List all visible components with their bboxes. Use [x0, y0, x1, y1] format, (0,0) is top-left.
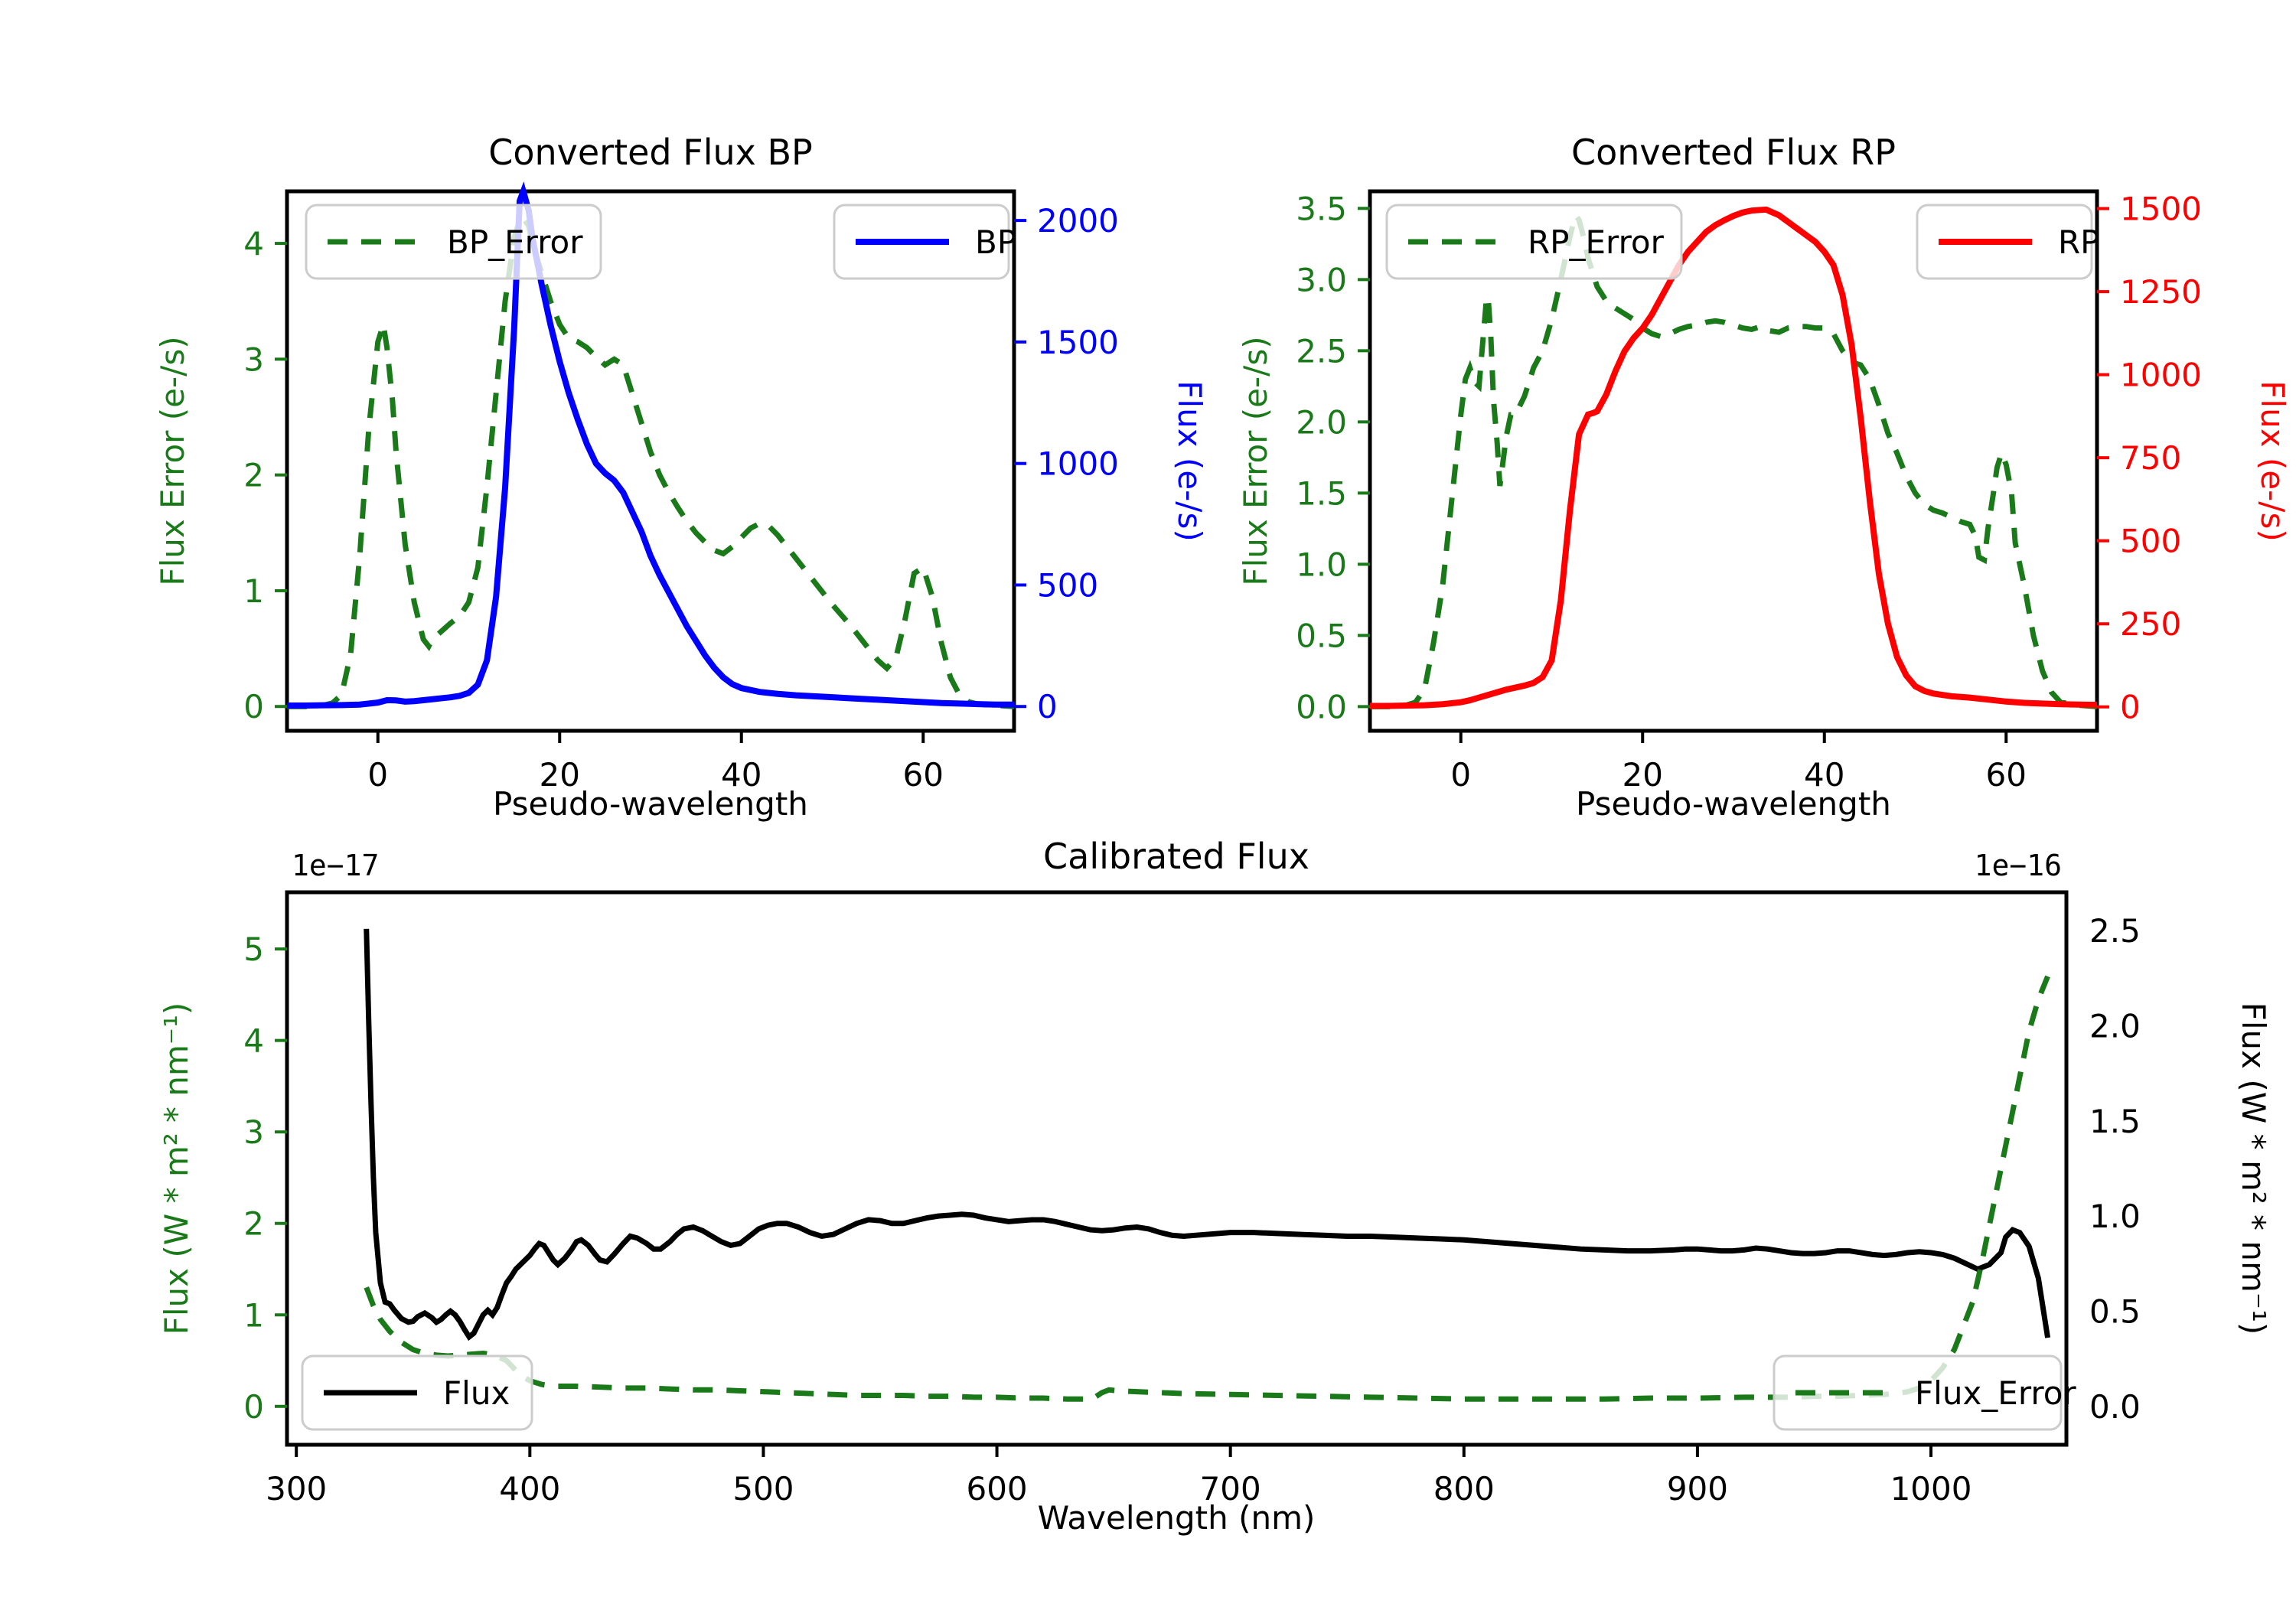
x-tick-label: 300	[266, 1470, 327, 1508]
legend-bp-error[interactable]: BP_Error	[305, 204, 602, 280]
offset-text-left: 1e−17	[292, 849, 379, 882]
y-tick-label-right: 0	[1037, 688, 1058, 725]
panel-title: Converted Flux BP	[488, 132, 813, 173]
series-bp_error	[287, 214, 1015, 709]
y-tick-label-right: 1000	[1037, 445, 1119, 483]
legend-label: RP_Error	[1528, 223, 1665, 261]
x-tick-label: 60	[1986, 756, 2027, 794]
legend-rp[interactable]: RP	[1916, 204, 2100, 280]
y-tick-label-left: 2.0	[1296, 403, 1347, 441]
y-axis-label-left: Flux Error (e-/s)	[154, 336, 191, 585]
legend-label: Flux_Error	[1915, 1374, 2076, 1412]
legend-rp-error[interactable]: RP_Error	[1385, 204, 1683, 280]
axes-frame	[285, 890, 2069, 1447]
x-tick-label: 400	[499, 1470, 560, 1508]
y-tick-label-left: 3	[243, 1113, 264, 1151]
y-tick-label-right: 2.5	[2089, 912, 2141, 950]
y-tick-label-left: 5	[243, 931, 264, 968]
y-tick-label-left: 0.5	[1296, 617, 1347, 654]
x-axis-label: Wavelength (nm)	[1038, 1499, 1316, 1537]
x-tick-label: 1000	[1890, 1470, 1972, 1508]
y-tick-label-right: 500	[1037, 566, 1098, 604]
series-bp	[287, 181, 1014, 709]
panel-title: Calibrated Flux	[1043, 836, 1309, 877]
y-tick-label-right: 500	[2120, 523, 2181, 560]
x-tick-label: 600	[966, 1470, 1027, 1508]
y-tick-label-left: 2.5	[1296, 332, 1347, 370]
y-tick-label-left: 0.0	[1296, 688, 1347, 725]
y-tick-label-right: 250	[2120, 605, 2181, 643]
y-tick-label-left: 1.0	[1296, 546, 1347, 583]
y-tick-label-right: 750	[2120, 439, 2181, 477]
y-tick-label-left: 1	[243, 1296, 264, 1334]
legend-label: RP	[2058, 223, 2100, 261]
legend-box	[1773, 1354, 2063, 1431]
series-rp_error	[1370, 210, 2098, 709]
panel-converted-flux-rp: Converted Flux RP 0 20 40 60 0.0 0.5 1.0 1.5 2.0 2…	[1237, 132, 2291, 823]
y-tick-label-left: 2	[243, 457, 264, 494]
y-tick-label-right: 1000	[2120, 357, 2202, 394]
y-tick-label-left: 3	[243, 341, 264, 378]
panel-title: Converted Flux RP	[1571, 132, 1896, 173]
x-tick-label: 0	[367, 756, 388, 794]
y-tick-label-left: 0	[243, 688, 264, 725]
y-tick-label-right: 2000	[1037, 202, 1119, 240]
y-tick-label-right: 0.5	[2089, 1293, 2141, 1331]
y-tick-label-right: 1250	[2120, 273, 2202, 311]
y-tick-label-right: 1500	[1037, 324, 1119, 361]
y-tick-label-left: 4	[243, 225, 264, 262]
y-tick-label-right: 2.0	[2089, 1007, 2141, 1045]
x-tick-label: 20	[1623, 756, 1663, 794]
legend-flux[interactable]: Flux	[301, 1354, 533, 1431]
panel-converted-flux-bp: Converted Flux BP0 20 40 600123405001000150…	[154, 132, 1208, 823]
x-tick-label: 20	[540, 756, 580, 794]
x-tick-label: 900	[1667, 1470, 1728, 1508]
y-tick-label-left: 4	[243, 1022, 264, 1060]
y-tick-label-left: 0	[243, 1388, 264, 1426]
legend-box	[1385, 204, 1683, 280]
x-axis-label: Pseudo-wavelength	[493, 785, 808, 823]
y-axis-label-right: Flux (W * m² * nm⁻¹)	[2235, 1002, 2272, 1335]
legend-box	[305, 204, 602, 280]
x-axis-label: Pseudo-wavelength	[1576, 785, 1891, 823]
y-tick-label-right: 0.0	[2089, 1388, 2141, 1426]
x-tick-label: 500	[732, 1470, 794, 1508]
y-tick-label-right: 1.0	[2089, 1198, 2141, 1235]
legend-bp[interactable]: BP	[833, 204, 1016, 280]
series-rp	[1370, 206, 2098, 709]
x-tick-label: 40	[721, 756, 762, 794]
x-tick-label: 60	[903, 756, 944, 794]
y-tick-label-right: 1.5	[2089, 1103, 2141, 1140]
y-tick-label-left: 1.5	[1296, 474, 1347, 512]
legend-label: BP_Error	[447, 223, 583, 261]
y-axis-label-left: Flux (W * m² * nm⁻¹)	[158, 1002, 195, 1335]
offset-text-right: 1e−16	[1975, 849, 2062, 882]
y-axis-label-left: Flux Error (e-/s)	[1237, 336, 1274, 585]
y-tick-label-left: 3.5	[1296, 190, 1347, 227]
x-tick-label: 40	[1804, 756, 1844, 794]
y-tick-label-left: 3.0	[1296, 261, 1347, 298]
panel-calibrated-flux: Calibrated Flux 300 400 500 600 700 800 900 1000…	[158, 836, 2272, 1537]
y-tick-label-left: 2	[243, 1205, 264, 1243]
y-axis-label-right: Flux (e-/s)	[2254, 380, 2291, 541]
axes-frame	[1368, 189, 2099, 733]
y-tick-label-right: 0	[2120, 689, 2141, 726]
y-tick-label-left: 1	[243, 572, 264, 610]
series-flux	[364, 928, 2051, 1341]
legend-label: Flux	[443, 1374, 510, 1412]
y-tick-label-right: 1500	[2120, 191, 2202, 228]
y-axis-label-right: Flux (e-/s)	[1171, 380, 1208, 541]
legend-label: BP	[975, 223, 1016, 261]
series-flux_error	[364, 975, 2050, 1402]
x-tick-label: 0	[1450, 756, 1471, 794]
legend-flux-error[interactable]: Flux_Error	[1773, 1354, 2076, 1431]
x-tick-label: 700	[1200, 1470, 1261, 1508]
x-tick-label: 800	[1433, 1470, 1495, 1508]
axes-frame	[285, 189, 1016, 733]
